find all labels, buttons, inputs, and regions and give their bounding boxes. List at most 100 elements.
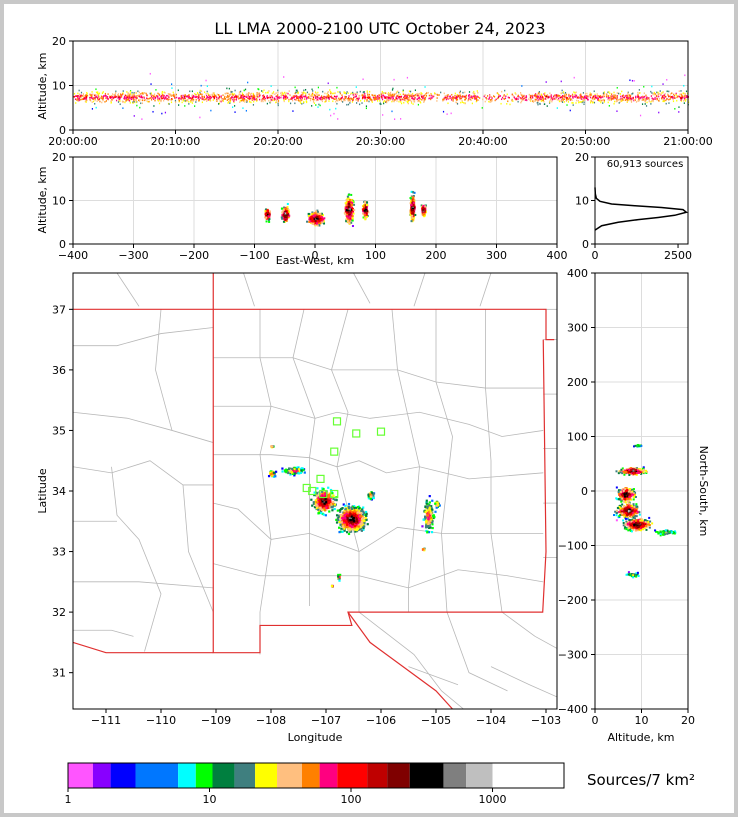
source-point — [155, 94, 158, 97]
source-point — [356, 93, 358, 95]
source-point — [345, 201, 348, 204]
source-point — [338, 531, 341, 534]
source-point — [547, 96, 549, 99]
source-point — [223, 97, 226, 99]
source-point — [129, 90, 132, 93]
source-point — [343, 511, 346, 515]
source-point — [118, 96, 120, 98]
source-point — [166, 98, 168, 101]
source-point — [311, 218, 314, 221]
source-point — [633, 99, 635, 102]
source-point — [349, 509, 352, 512]
source-point — [543, 100, 545, 103]
source-point — [287, 216, 290, 219]
source-point — [367, 97, 370, 99]
source-point — [182, 94, 184, 97]
source-point — [209, 95, 212, 98]
source-point — [102, 91, 104, 93]
source-point — [644, 98, 646, 100]
source-point — [341, 519, 344, 523]
source-point — [616, 97, 618, 99]
source-point — [361, 516, 364, 520]
source-point — [374, 98, 376, 100]
source-point — [359, 525, 363, 528]
source-point — [171, 98, 173, 100]
source-point — [408, 94, 410, 96]
source-point — [504, 89, 506, 92]
source-point — [140, 102, 142, 105]
source-point — [614, 96, 616, 99]
source-point — [147, 97, 149, 100]
source-point — [352, 92, 354, 95]
source-point — [348, 213, 351, 216]
source-point — [420, 93, 422, 96]
source-point — [262, 97, 264, 100]
source-point — [346, 98, 349, 101]
source-point — [371, 101, 373, 103]
source-point — [677, 95, 679, 98]
source-point — [342, 524, 345, 527]
source-point — [667, 94, 669, 97]
source-point — [590, 93, 593, 95]
source-point — [234, 111, 236, 113]
source-point — [133, 95, 135, 97]
source-point — [349, 517, 352, 520]
source-point — [668, 90, 670, 93]
source-point — [352, 212, 355, 215]
source-point — [86, 96, 88, 99]
source-point — [160, 96, 163, 98]
county-boundary — [331, 309, 360, 613]
source-point — [300, 99, 302, 102]
source-point — [89, 98, 91, 101]
source-point — [368, 100, 370, 103]
source-point — [307, 212, 310, 215]
source-point — [300, 96, 302, 99]
source-point — [180, 96, 182, 98]
source-point — [329, 90, 332, 93]
source-point — [347, 511, 350, 515]
source-point — [442, 98, 444, 101]
source-point — [506, 93, 508, 96]
source-point — [277, 94, 279, 96]
source-point — [362, 528, 365, 531]
source-point — [225, 92, 227, 95]
source-point — [306, 96, 308, 99]
source-point — [627, 93, 629, 96]
source-point — [335, 518, 338, 521]
county-boundary — [213, 454, 544, 480]
source-point — [476, 95, 478, 98]
source-point — [499, 95, 502, 97]
source-point — [348, 521, 352, 524]
source-point — [187, 95, 189, 97]
source-point — [129, 93, 131, 95]
source-point — [644, 100, 647, 103]
source-point — [568, 97, 571, 99]
source-point — [121, 100, 124, 103]
source-point — [421, 98, 423, 101]
source-point — [141, 99, 143, 102]
source-point — [654, 96, 656, 99]
source-point — [409, 210, 412, 213]
source-point — [555, 96, 557, 98]
source-point — [577, 97, 580, 99]
source-point — [635, 101, 638, 103]
source-point — [123, 97, 126, 99]
source-point — [409, 90, 412, 93]
source-point — [338, 520, 341, 524]
source-point — [521, 85, 523, 87]
source-point — [188, 101, 190, 103]
source-point — [119, 98, 121, 100]
source-point — [115, 90, 117, 93]
source-point — [396, 91, 398, 94]
source-point — [321, 98, 323, 101]
source-point — [286, 211, 289, 214]
source-point — [91, 95, 93, 98]
source-point — [433, 95, 435, 98]
source-point — [363, 209, 366, 212]
source-point — [611, 98, 613, 101]
county-boundary — [182, 484, 214, 613]
source-point — [280, 207, 283, 210]
source-point — [134, 98, 136, 101]
source-point — [665, 99, 667, 102]
source-point — [414, 97, 416, 99]
